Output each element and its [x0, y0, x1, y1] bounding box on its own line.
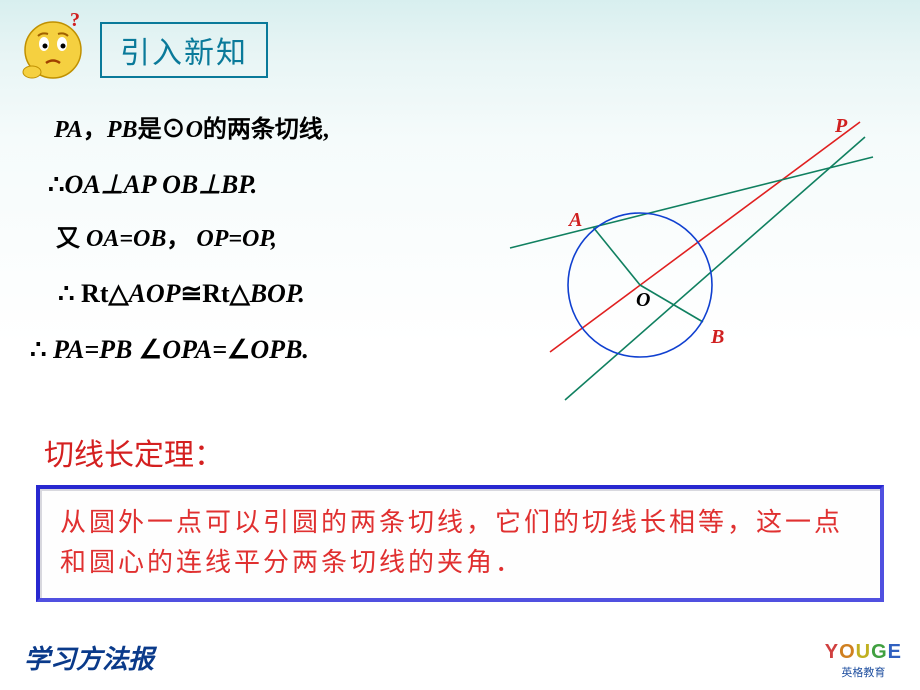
diagram-label-a: A	[569, 209, 582, 232]
section-title: 引入新知	[100, 22, 268, 78]
theorem-box: 从圆外一点可以引圆的两条切线，它们的切线长相等，这一点和圆心的连线平分两条切线的…	[36, 485, 884, 602]
logo-text: YOUGE	[825, 641, 902, 664]
diagram-label-o: O	[636, 289, 650, 312]
proof-line-4: ∴ Rt△AOP≅Rt△BOP.	[58, 277, 498, 311]
footer-publication: 学习方法报	[24, 639, 154, 676]
proof-line-5: ∴ PA=PB ∠OPA=∠OPB.	[30, 333, 498, 367]
thinking-emoji-icon: ?	[18, 8, 88, 83]
svg-text:?: ?	[70, 9, 80, 31]
proof-line-3: 又 OA=OB， OP=OP,	[56, 224, 498, 255]
footer-logo: YOUGE 英格教育	[825, 641, 902, 680]
logo-subtitle: 英格教育	[825, 664, 902, 680]
proof-block: PA，PB是⊙O的两条切线, ∴OA⊥AP OB⊥BP. 又 OA=OB， OP…	[48, 115, 498, 389]
proof-line-2: ∴OA⊥AP OB⊥BP.	[48, 168, 498, 202]
tangent-diagram: P A B O	[480, 100, 880, 420]
diagram-label-b: B	[711, 326, 724, 349]
diagram-label-p: P	[835, 115, 847, 138]
theorem-text: 从圆外一点可以引圆的两条切线，它们的切线长相等，这一点和圆心的连线平分两条切线的…	[60, 503, 860, 584]
theorem-title: 切线长定理：	[44, 430, 224, 474]
proof-line-1: PA，PB是⊙O的两条切线,	[54, 115, 498, 146]
